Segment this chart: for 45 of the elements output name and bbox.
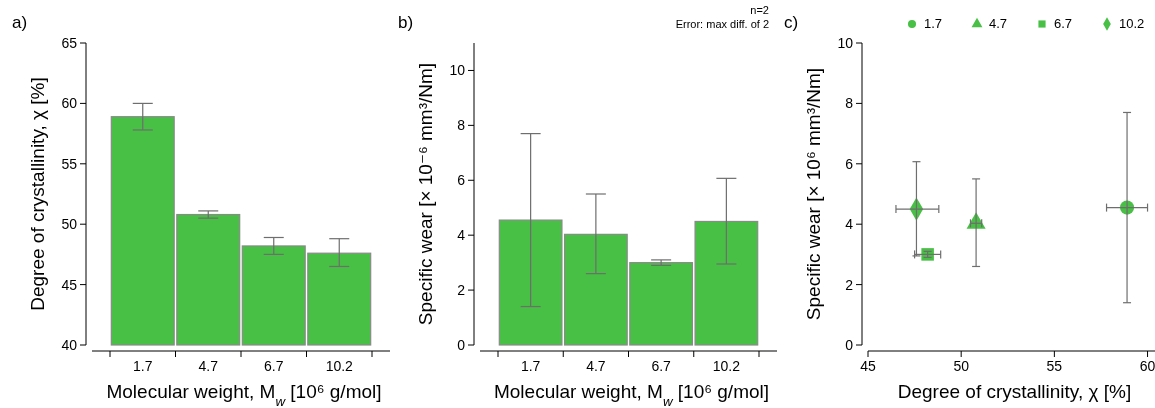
x-axis-title: Molecular weight, M$_{w}$ [10⁶ g/mol] — [106, 381, 382, 408]
legend-label: 10.2 — [1119, 16, 1145, 31]
y-tick-label: 0 — [457, 337, 466, 353]
y-tick-label: 4 — [845, 216, 854, 233]
x-tick-label: 1.7 — [520, 358, 541, 374]
x-tick-label: 6.7 — [651, 358, 672, 374]
y-tick-label: 2 — [845, 276, 854, 293]
y-tick-label: 6 — [457, 172, 466, 189]
chart-title: b) — [398, 13, 414, 32]
text: Error: max diff. of 2 — [675, 18, 769, 30]
x-tick-label: 4.7 — [586, 358, 606, 374]
y-tick-label: 50 — [61, 216, 78, 233]
y-tick-label: 65 — [61, 35, 78, 51]
y-axis-title: Specific wear [× 10⁶ mm³/Nm] — [803, 67, 824, 321]
legend-label: 1.7 — [924, 16, 943, 31]
y-tick-label: 10 — [837, 35, 854, 51]
y-axis-title: Specific wear [× 10⁻⁶ mm³/Nm] — [415, 62, 436, 326]
x-tick-label: 55 — [1046, 358, 1063, 374]
x-tick-label: 4.7 — [198, 358, 219, 374]
x-tick-label: 50 — [953, 358, 970, 374]
x-tick-label: 10.2 — [712, 358, 741, 374]
y-tick-label: 8 — [845, 95, 854, 112]
x-tick-label: 10.2 — [325, 358, 354, 374]
x-tick-label: 60 — [1139, 358, 1155, 374]
y-tick-label: 6 — [845, 155, 854, 172]
legend-label: 6.7 — [1054, 16, 1073, 31]
y-tick-label: 2 — [457, 282, 466, 299]
chart-title: c) — [784, 13, 799, 32]
y-tick-label: 8 — [457, 117, 466, 134]
x-axis-title: Degree of crystallinity, χ [%] — [897, 381, 1132, 402]
y-tick-label: 40 — [61, 337, 78, 353]
y-tick-label: 0 — [845, 337, 854, 353]
y-tick-label: 60 — [61, 95, 78, 112]
y-tick-label: 4 — [457, 227, 466, 244]
y-tick-label: 55 — [61, 155, 78, 172]
x-tick-label: 1.7 — [133, 358, 153, 374]
legend-label: 4.7 — [989, 16, 1008, 31]
y-tick-label: 10 — [449, 62, 466, 79]
x-tick-label: 6.7 — [264, 358, 284, 374]
y-tick-label: 45 — [61, 276, 78, 293]
text: n=2 — [750, 4, 769, 16]
x-tick-label: 45 — [860, 358, 876, 374]
chart-title: a) — [12, 13, 28, 32]
x-axis-title: Molecular weight, M$_{w}$ [10⁶ g/mol] — [493, 381, 770, 408]
y-axis-title: Degree of crystallinity, χ [%] — [27, 77, 48, 311]
